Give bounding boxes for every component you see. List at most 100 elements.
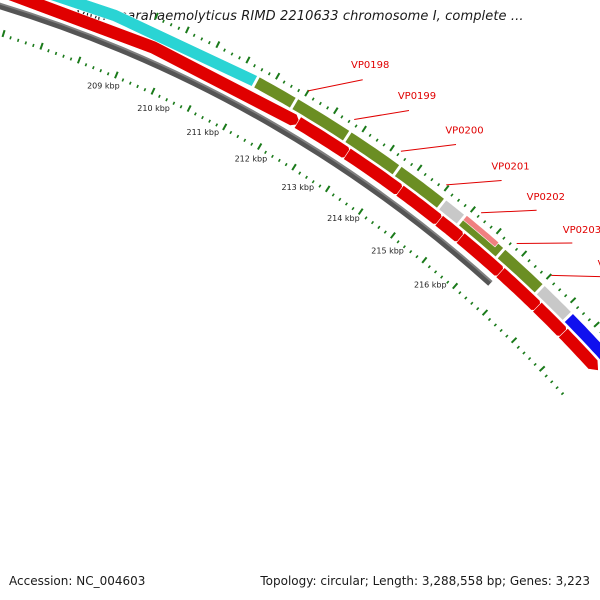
kbp-scale-label: 213 kbp xyxy=(281,183,314,192)
inner-minor-tick xyxy=(499,328,503,333)
gene-leader-line xyxy=(308,79,363,92)
inner-minor-tick xyxy=(158,94,161,99)
feature-layer xyxy=(6,0,600,371)
inner-minor-tick xyxy=(277,158,281,163)
olive-feature-block xyxy=(291,98,351,142)
outer-minor-tick xyxy=(297,88,301,93)
kbp-scale-label: 210 kbp xyxy=(137,104,170,113)
inner-minor-tick xyxy=(415,254,419,259)
inner-minor-tick xyxy=(92,66,95,70)
inner-major-tick xyxy=(1,29,6,38)
outer-minor-tick xyxy=(514,247,519,252)
gene-label-vp0202: VP0202 xyxy=(527,192,565,203)
gray-feature-block xyxy=(438,199,465,225)
inner-minor-tick xyxy=(505,334,509,338)
outer-minor-tick xyxy=(169,23,173,27)
outer-minor-tick xyxy=(450,193,454,197)
outer-minor-tick xyxy=(260,68,264,72)
outer-major-tick xyxy=(521,250,528,257)
inner-minor-tick xyxy=(136,84,139,89)
inner-minor-tick xyxy=(264,150,267,154)
outer-minor-tick xyxy=(253,64,256,68)
outer-minor-tick xyxy=(437,183,441,187)
pink-feature-block xyxy=(462,214,500,248)
inner-minor-tick xyxy=(121,78,125,82)
red-gene-arrow xyxy=(6,0,301,126)
outer-minor-tick xyxy=(238,56,241,60)
outer-minor-tick xyxy=(267,72,271,76)
inner-minor-tick xyxy=(331,193,335,197)
inner-minor-tick xyxy=(208,119,212,123)
inner-major-tick xyxy=(324,185,331,193)
inner-major-tick xyxy=(150,87,156,95)
outer-minor-tick xyxy=(375,138,379,142)
inner-minor-tick xyxy=(464,296,468,300)
gene-label-vp0199: VP0199 xyxy=(398,91,436,102)
inner-minor-tick xyxy=(47,49,50,53)
inner-minor-tick xyxy=(487,317,492,322)
outer-minor-tick xyxy=(354,124,358,128)
outer-minor-tick xyxy=(508,242,512,246)
outer-major-tick xyxy=(215,41,221,49)
inner-minor-tick xyxy=(344,202,348,206)
outer-minor-tick xyxy=(552,282,556,286)
accession-label: Accession: NC_004603 xyxy=(9,574,146,588)
inner-minor-tick xyxy=(433,270,438,274)
inner-minor-tick xyxy=(377,225,381,230)
inner-minor-tick xyxy=(201,115,204,120)
inner-minor-tick xyxy=(179,105,183,109)
inner-minor-tick xyxy=(172,101,176,105)
backbone-line xyxy=(0,2,493,283)
outer-major-tick xyxy=(245,56,251,64)
inner-minor-tick xyxy=(9,36,12,40)
inner-minor-tick xyxy=(62,54,65,58)
outer-minor-tick xyxy=(430,177,434,182)
gene-leader-line xyxy=(481,209,537,214)
tick-layer xyxy=(1,12,600,396)
inner-minor-tick xyxy=(409,250,413,254)
outer-minor-tick xyxy=(326,106,330,110)
outer-minor-tick xyxy=(564,294,568,298)
inner-major-tick xyxy=(76,56,82,64)
inner-minor-tick xyxy=(440,275,444,279)
outer-minor-tick xyxy=(489,225,493,229)
outer-major-tick xyxy=(304,89,310,97)
inner-minor-tick xyxy=(69,57,73,61)
outer-major-tick xyxy=(495,227,502,235)
inner-minor-tick xyxy=(143,87,147,92)
inner-minor-tick xyxy=(533,362,537,366)
outer-minor-tick xyxy=(282,80,286,84)
inner-minor-tick xyxy=(243,138,247,142)
outer-minor-tick xyxy=(223,48,226,52)
inner-minor-tick xyxy=(516,345,520,349)
olive-feature-block xyxy=(394,165,445,209)
outer-major-tick xyxy=(443,184,450,192)
gene-label-vp0198: VP0198 xyxy=(351,60,389,71)
inner-minor-tick xyxy=(128,81,132,85)
outer-major-tick xyxy=(154,12,159,20)
inner-minor-tick xyxy=(99,69,103,73)
outer-minor-tick xyxy=(403,157,407,162)
outer-minor-tick xyxy=(340,115,344,119)
page-title: Vibrio parahaemolyticus RIMD 2210633 chr… xyxy=(76,9,524,24)
outer-minor-tick xyxy=(533,264,537,269)
inner-minor-tick xyxy=(458,291,462,295)
kbp-scale-label: 215 kbp xyxy=(371,246,404,255)
outer-major-tick xyxy=(569,297,577,304)
outer-major-tick xyxy=(389,144,395,152)
genome-stats-label: Topology: circular; Length: 3,288,558 bp… xyxy=(260,574,590,588)
outer-minor-tick xyxy=(463,203,467,208)
outer-minor-tick xyxy=(368,133,372,138)
olive-feature-block xyxy=(496,248,544,294)
kbp-scale-label: 214 kbp xyxy=(327,214,360,223)
inner-minor-tick xyxy=(311,180,315,184)
outer-minor-tick xyxy=(318,101,322,106)
outer-minor-tick xyxy=(587,318,591,322)
outer-minor-tick xyxy=(476,214,480,219)
outer-major-tick xyxy=(416,164,423,172)
outer-minor-tick xyxy=(162,19,165,24)
inner-minor-tick xyxy=(318,184,322,188)
outer-minor-tick xyxy=(527,259,531,263)
